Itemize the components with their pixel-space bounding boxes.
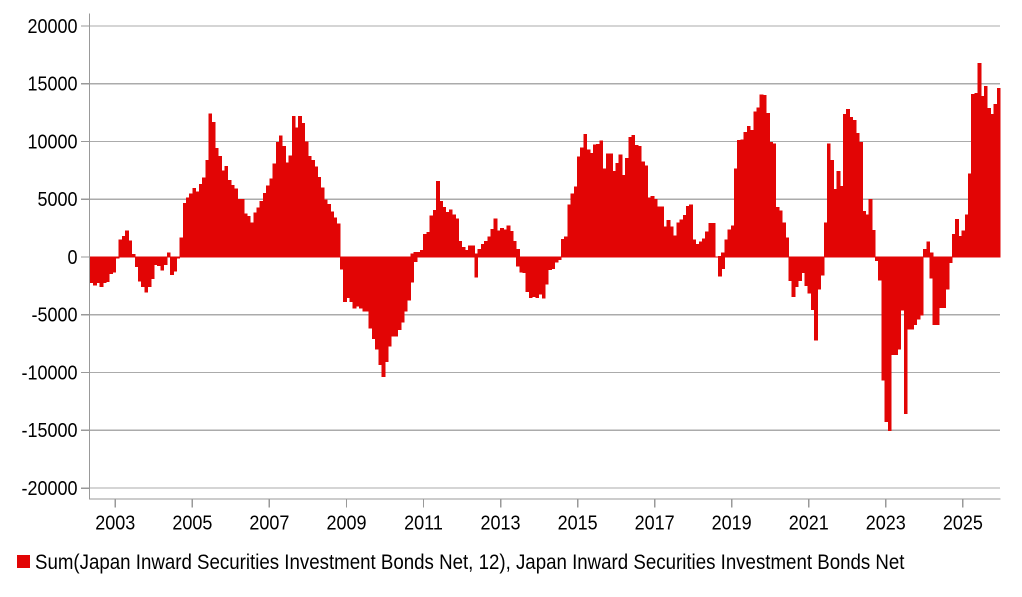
svg-text:2003: 2003 [95, 511, 135, 534]
svg-text:-10000: -10000 [22, 361, 78, 384]
svg-text:15000: 15000 [27, 72, 77, 95]
svg-text:2017: 2017 [635, 511, 675, 534]
svg-text:-15000: -15000 [22, 419, 78, 442]
svg-text:2011: 2011 [404, 511, 443, 534]
svg-text:2005: 2005 [172, 511, 212, 534]
svg-text:2013: 2013 [481, 511, 521, 534]
svg-text:2021: 2021 [789, 511, 829, 534]
svg-text:10000: 10000 [27, 130, 77, 153]
svg-text:-20000: -20000 [22, 477, 78, 500]
svg-text:2019: 2019 [712, 511, 752, 534]
svg-text:2015: 2015 [558, 511, 598, 534]
svg-text:2023: 2023 [866, 511, 906, 534]
svg-text:Sum(Japan Inward Securities In: Sum(Japan Inward Securities Investment B… [35, 551, 905, 574]
svg-text:5000: 5000 [37, 188, 77, 211]
svg-text:2009: 2009 [326, 511, 366, 534]
svg-text:0: 0 [67, 246, 77, 269]
svg-text:-5000: -5000 [32, 304, 78, 327]
svg-text:2025: 2025 [943, 511, 983, 534]
svg-text:2007: 2007 [249, 511, 289, 534]
svg-text:20000: 20000 [27, 15, 77, 38]
